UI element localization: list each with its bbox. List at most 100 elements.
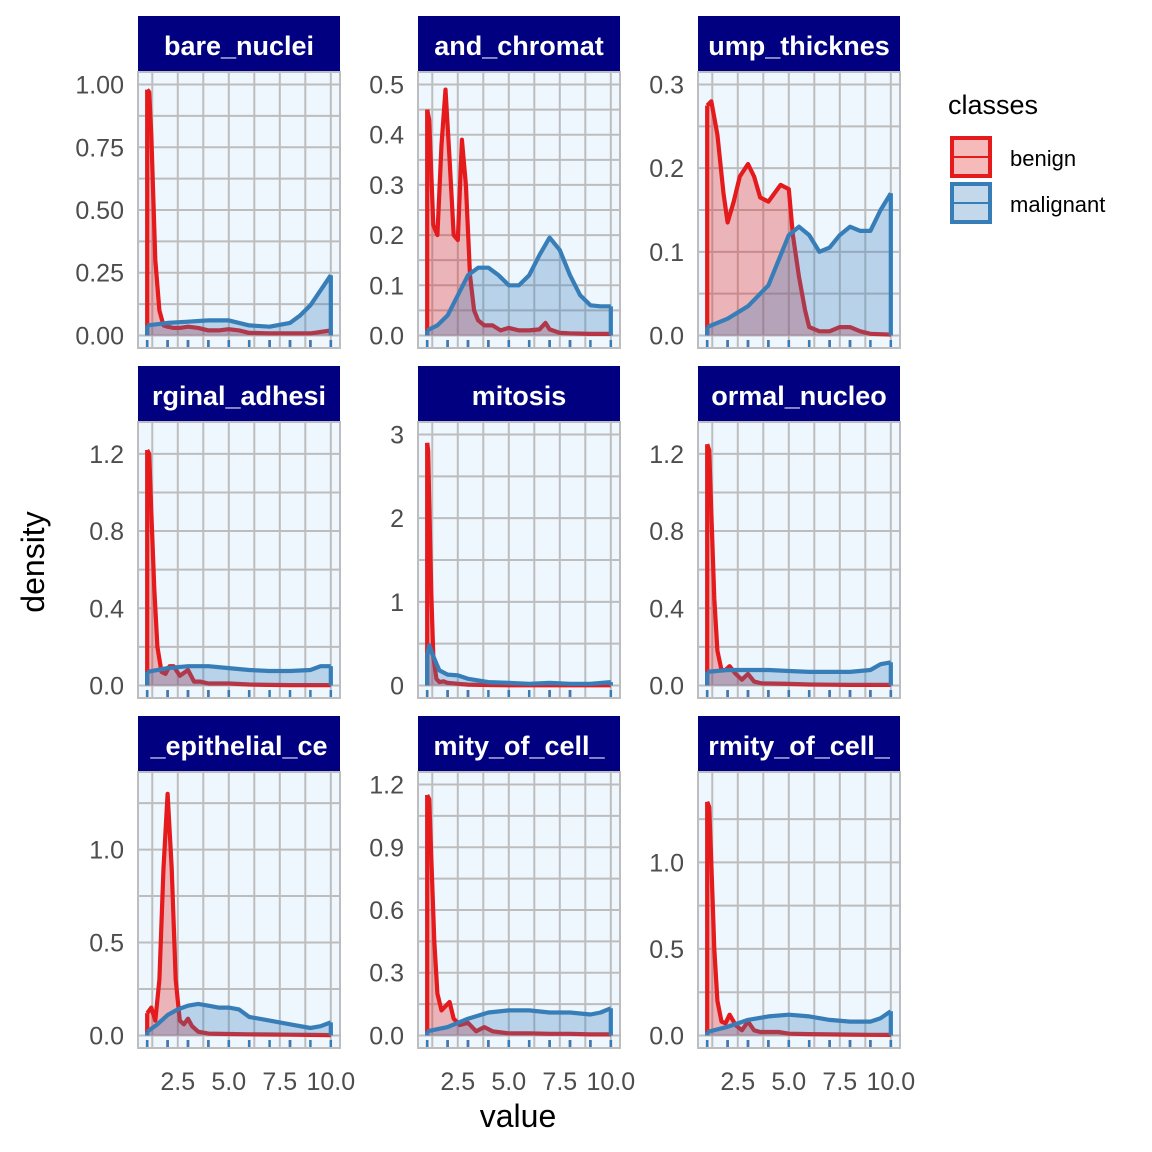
facet-panel: ump_thicknes 0.0 0.1 0.2 0.3 <box>649 16 901 350</box>
x-tick-label: 5.0 <box>771 1068 806 1096</box>
density-line-benign <box>425 87 611 336</box>
x-tick-label: 5.0 <box>211 1068 246 1096</box>
facet-strip <box>698 16 900 72</box>
facet-strip-label: and_chromat <box>434 31 604 61</box>
density-area-malignant <box>707 193 891 336</box>
y-tick-label: 0.5 <box>369 72 404 100</box>
y-tick-label: 0.25 <box>75 260 124 288</box>
density-line-malignant <box>426 1006 612 1034</box>
y-tick-label: 0.1 <box>649 239 684 267</box>
y-tick-label: 0.8 <box>89 518 124 546</box>
density-layer <box>425 87 613 336</box>
y-tick-label: 1 <box>390 589 404 617</box>
x-tick-label: 10.0 <box>866 1068 915 1096</box>
density-line-malignant <box>146 664 331 674</box>
density-area-malignant <box>427 1008 611 1036</box>
y-tick-label: 0.0 <box>369 322 404 350</box>
y-tick-label: 0.00 <box>75 322 124 350</box>
y-tick-label: 1.0 <box>89 837 124 865</box>
density-area-benign <box>147 793 331 1036</box>
x-tick-label: 2.5 <box>720 1068 755 1096</box>
y-tick-label: 0.9 <box>369 834 404 862</box>
facet-strip <box>698 366 900 422</box>
density-layer <box>705 801 893 1037</box>
y-tick-label: 0.0 <box>649 322 684 350</box>
y-tick-label: 0.6 <box>369 897 404 925</box>
x-tick-label: 10.0 <box>586 1068 635 1096</box>
density-line-benign <box>145 449 331 688</box>
x-tick-label: 7.5 <box>822 1068 857 1096</box>
panel-border <box>417 71 621 349</box>
y-tick-label: 0.0 <box>649 1022 684 1050</box>
y-tick-label: 1.0 <box>649 849 684 877</box>
facet-strip <box>138 16 340 72</box>
density-layer <box>705 443 893 687</box>
density-line-benign <box>145 88 332 336</box>
panels-layer: bare_nuclei 0.00 0.25 0.50 0.75 1.0 0 and_chrom… <box>75 16 915 1096</box>
density-line-malignant <box>425 643 611 686</box>
y-tick-label: 0.50 <box>75 197 124 225</box>
x-tick-label: 2.5 <box>440 1068 475 1096</box>
facet-panel: mity_of_cell_ 0.0 0.3 0.6 0.9 1.2 2.5 5.0 7.5 10.… <box>369 716 635 1096</box>
facet-strip-label: bare_nuclei <box>164 31 314 61</box>
x-tick-label: 5.0 <box>491 1068 526 1096</box>
facet-strip <box>138 366 340 422</box>
y-tick-label: 0.5 <box>89 930 124 958</box>
legend-entries: benign malignant <box>950 136 1105 224</box>
density-line-benign <box>705 99 891 337</box>
facet-strip <box>138 716 340 772</box>
density-line-malignant <box>426 235 611 333</box>
y-tick-label: 3 <box>390 422 404 450</box>
density-area-malignant <box>707 1011 891 1036</box>
panel-border <box>137 421 341 699</box>
legend-title: classes <box>948 90 1038 120</box>
density-layer <box>145 791 333 1038</box>
facet-strip-label: _epithelial_ce <box>149 731 327 761</box>
panel-border <box>697 771 901 1049</box>
y-tick-label: 2 <box>390 505 404 533</box>
density-line-malignant <box>707 660 892 674</box>
x-tick-label: 7.5 <box>542 1068 577 1096</box>
y-tick-label: 1.2 <box>89 441 124 469</box>
density-layer <box>425 442 613 688</box>
y-tick-label: 0 <box>390 672 404 700</box>
density-line-benign <box>705 443 891 687</box>
y-tick-label: 0.2 <box>649 155 684 183</box>
facet-panel: rginal_adhesi 0.0 0.4 0.8 1.2 <box>89 366 341 700</box>
panel-background <box>698 772 900 1048</box>
panel-background <box>698 422 900 698</box>
panel-background <box>138 422 340 698</box>
y-tick-label: 0.4 <box>649 595 684 623</box>
density-area-malignant <box>427 645 611 686</box>
y-tick-label: 0.5 <box>649 936 684 964</box>
y-tick-label: 0.4 <box>369 122 404 150</box>
y-tick-label: 0.4 <box>89 595 124 623</box>
panel-border <box>417 421 621 699</box>
panel-border <box>417 771 621 1049</box>
facet-panel: bare_nuclei 0.00 0.25 0.50 0.75 1.00 <box>75 16 341 350</box>
legend-label: malignant <box>1010 192 1105 217</box>
legend: classes benign malignant <box>948 90 1105 224</box>
legend-key-malignant: malignant <box>950 182 1105 224</box>
facet-strip-label: mitosis <box>472 381 567 411</box>
y-tick-label: 0.0 <box>369 1022 404 1050</box>
facet-panel: mitosis 0 1 2 3 <box>390 366 621 700</box>
y-tick-label: 0.3 <box>649 72 684 100</box>
legend-key-benign: benign <box>950 136 1076 178</box>
density-line-malignant <box>706 1009 892 1035</box>
facet-panel: and_chromat 0.0 0.1 0.2 0.3 0.4 0.5 <box>369 16 621 350</box>
density-area-malignant <box>147 1003 331 1036</box>
x-tick-label: 10.0 <box>306 1068 355 1096</box>
y-tick-label: 0.75 <box>75 134 124 162</box>
panel-border <box>137 771 341 1049</box>
y-tick-label: 0.3 <box>369 172 404 200</box>
density-layer <box>145 449 333 688</box>
y-tick-label: 0.2 <box>369 222 404 250</box>
density-area-benign <box>707 101 891 336</box>
density-line-malignant <box>706 192 893 330</box>
y-tick-label: 0.0 <box>649 672 684 700</box>
x-tick-label: 7.5 <box>262 1068 297 1096</box>
facet-strip <box>418 366 620 422</box>
y-tick-label: 1.2 <box>369 772 404 800</box>
